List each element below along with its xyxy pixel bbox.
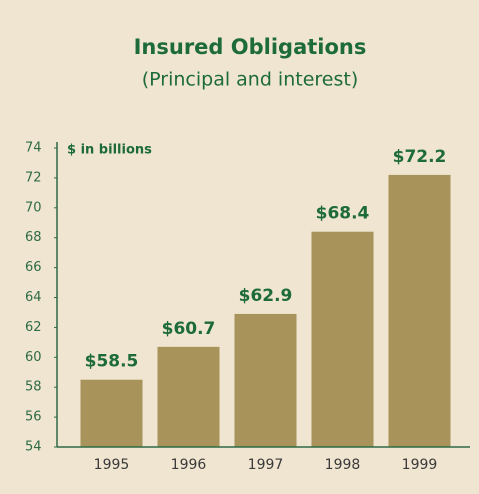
y-tick-label: 72 <box>25 170 42 185</box>
value-label: $58.5 <box>85 352 139 372</box>
y-tick-label: 66 <box>25 260 42 275</box>
y-tick-label: 62 <box>25 320 42 335</box>
y-tick-label: 74 <box>25 141 42 156</box>
chart-title: Insured Obligations <box>134 35 367 59</box>
value-label: $72.2 <box>393 147 447 167</box>
y-tick-label: 60 <box>25 350 42 365</box>
y-axis-label: $ in billions <box>67 143 152 158</box>
x-tick-label: 1996 <box>171 457 207 473</box>
x-tick-label: 1995 <box>94 457 130 473</box>
bar <box>157 346 220 447</box>
y-tick-label: 68 <box>25 230 42 245</box>
y-tick-label: 56 <box>25 410 42 425</box>
bar <box>388 174 451 447</box>
x-tick-label: 1997 <box>248 457 284 473</box>
value-label: $60.7 <box>162 319 216 339</box>
value-label: $62.9 <box>239 286 293 306</box>
y-tick-label: 54 <box>25 440 42 455</box>
x-tick-label: 1998 <box>325 457 361 473</box>
value-label: $68.4 <box>316 204 370 224</box>
y-tick-label: 58 <box>25 380 42 395</box>
y-tick-label: 70 <box>25 200 42 215</box>
x-tick-label: 1999 <box>402 457 438 473</box>
bar <box>80 379 143 447</box>
bar <box>234 313 297 447</box>
chart-subtitle: (Principal and interest) <box>142 69 359 91</box>
y-tick-label: 64 <box>25 290 42 305</box>
bar <box>311 231 374 447</box>
